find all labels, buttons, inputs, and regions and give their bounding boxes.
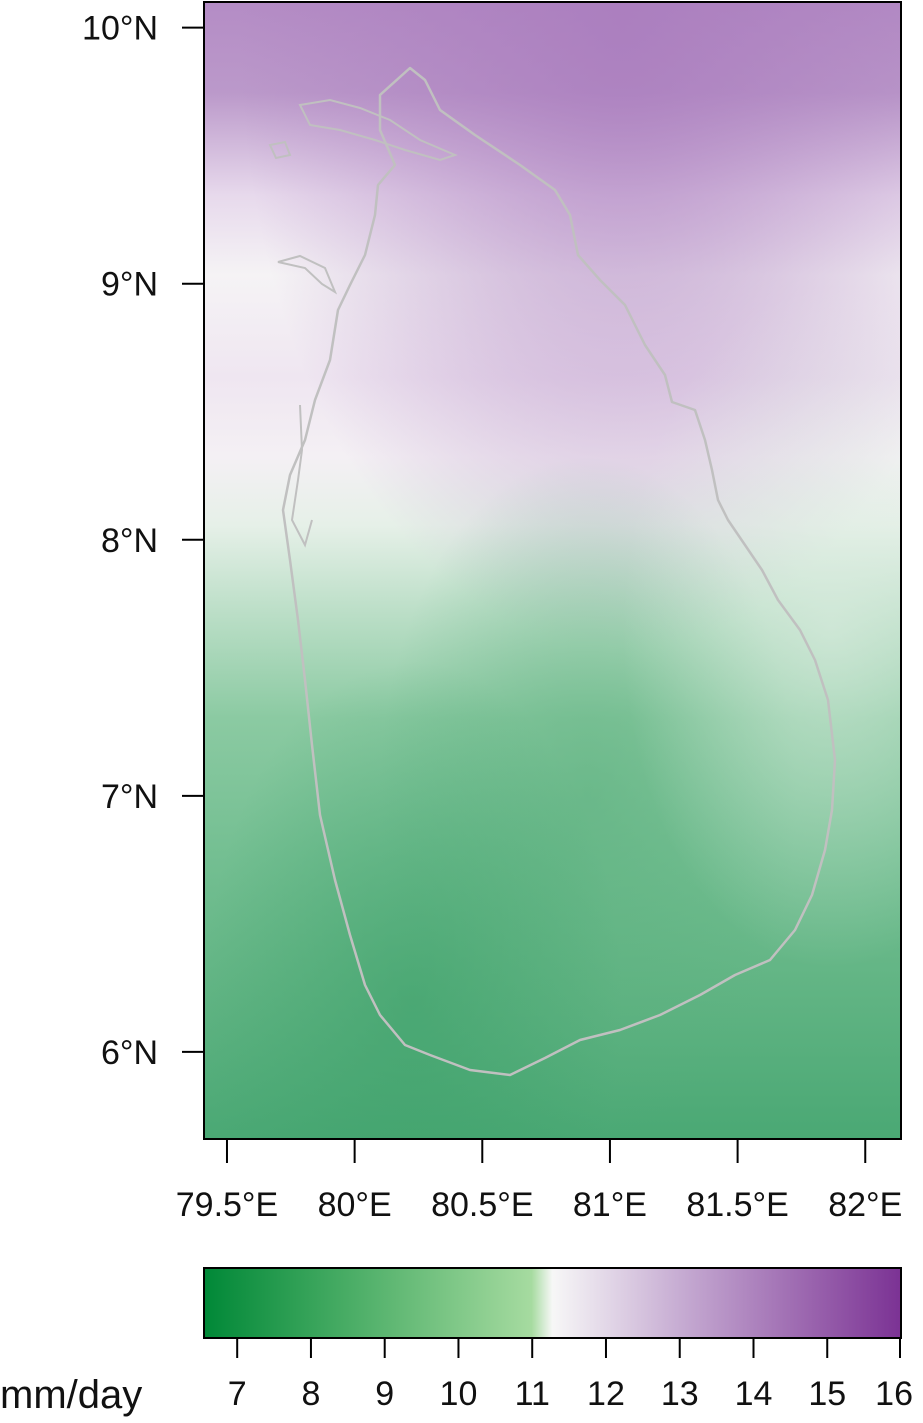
lon-tick-label: 81°E bbox=[573, 1186, 647, 1224]
lat-tick-label: 9°N bbox=[101, 266, 158, 304]
colorbar-tick-label: 16 bbox=[875, 1375, 913, 1413]
lat-tick-label: 7°N bbox=[101, 778, 158, 816]
map-panel bbox=[203, 1, 902, 1140]
longitude-axis: 79.5°E 80°E 80.5°E 81°E 81.5°E 82°E bbox=[176, 1139, 902, 1224]
kalpitiya-peninsula-outline bbox=[290, 404, 313, 548]
jaffna-peninsula-outline bbox=[298, 98, 458, 162]
colorbar-ticks: 7 8 9 10 11 12 13 14 15 16 bbox=[228, 1338, 913, 1413]
colorbar-tick-label: 9 bbox=[375, 1375, 394, 1413]
colorbar-unit-label: mm/day bbox=[0, 1373, 142, 1417]
colorbar-tick-label: 7 bbox=[228, 1375, 247, 1413]
sri-lanka-coastline bbox=[281, 66, 837, 1077]
colorbar-tick-label: 15 bbox=[808, 1375, 846, 1413]
lat-tick-label: 8°N bbox=[101, 522, 158, 560]
colorbar-tick-label: 10 bbox=[440, 1375, 478, 1413]
lon-tick-label: 80°E bbox=[318, 1186, 392, 1224]
colorbar: 7 8 9 10 11 12 13 14 15 16 mm/day bbox=[0, 1267, 913, 1417]
lon-tick-label: 80.5°E bbox=[431, 1186, 533, 1224]
field-shading-east bbox=[204, 2, 901, 1139]
colorbar-tick-label: 12 bbox=[587, 1375, 625, 1413]
lat-tick-label: 6°N bbox=[101, 1034, 158, 1072]
colorbar-tick-label: 11 bbox=[515, 1375, 550, 1413]
lon-tick-label: 81.5°E bbox=[686, 1186, 788, 1224]
lat-tick-label: 10°N bbox=[82, 10, 158, 48]
lon-tick-label: 79.5°E bbox=[176, 1186, 278, 1224]
delft-island-outline bbox=[268, 140, 292, 160]
colorbar-gradient bbox=[203, 1267, 902, 1339]
colorbar-tick-label: 8 bbox=[301, 1375, 320, 1413]
colorbar-tick-label: 13 bbox=[661, 1375, 699, 1413]
map-frame bbox=[203, 1, 902, 1140]
latitude-axis: 10°N 9°N 8°N 7°N 6°N bbox=[82, 10, 204, 1072]
mannar-island-outline bbox=[277, 254, 338, 295]
lon-tick-label: 82°E bbox=[828, 1186, 902, 1224]
colorbar-tick-label: 14 bbox=[735, 1375, 773, 1413]
